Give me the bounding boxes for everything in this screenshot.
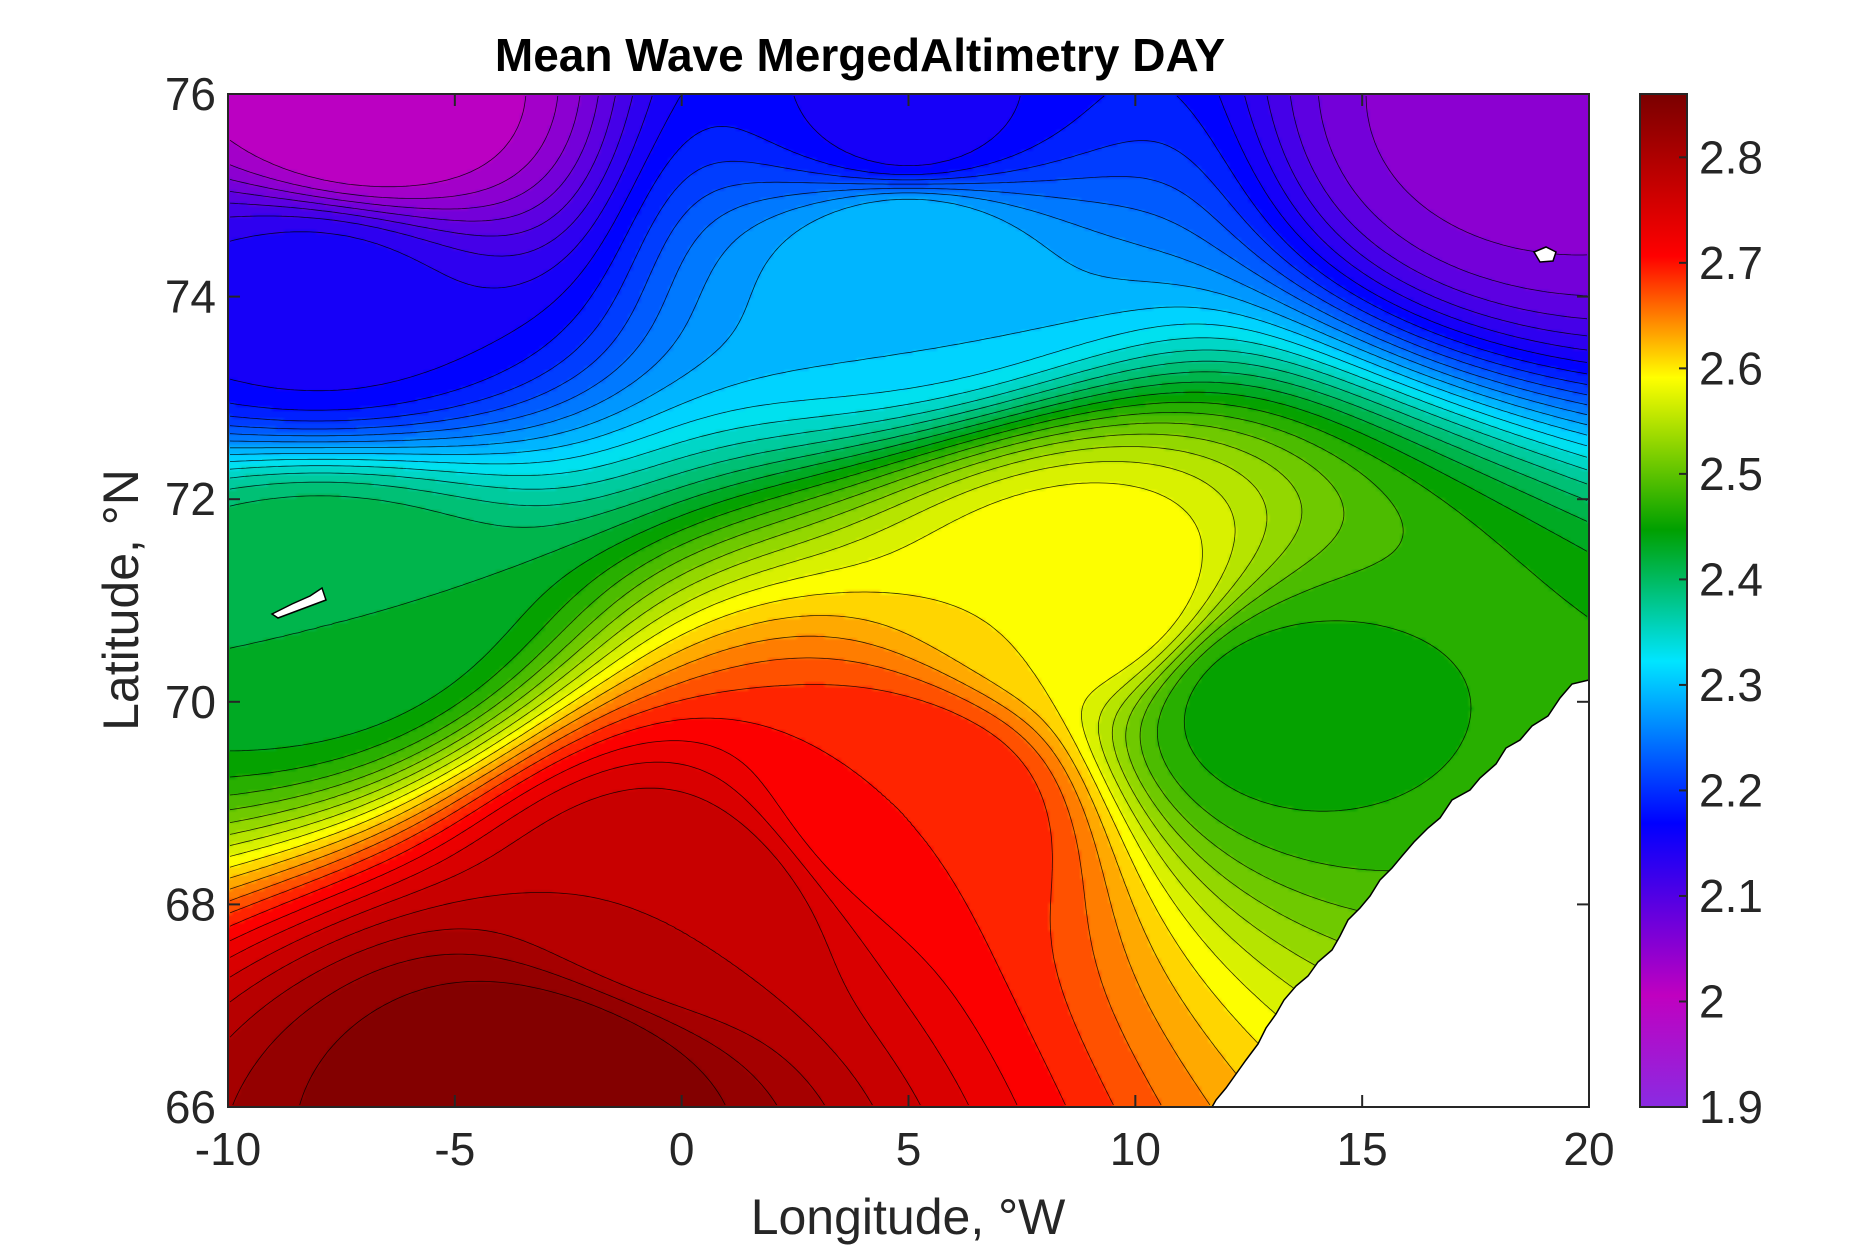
colorbar-tick-label: 2.2 (1699, 764, 1763, 816)
contour-line (229, 95, 559, 199)
contour-line (229, 337, 1588, 476)
contour-line (229, 591, 1321, 1106)
contour-line (230, 391, 1588, 752)
contour-line (229, 192, 1588, 443)
y-tick-label: 74 (165, 271, 216, 323)
island-jan-mayen (270, 586, 327, 619)
contour-line (229, 928, 825, 1106)
colorbar-tick-label: 2.3 (1699, 659, 1763, 711)
contour-line (229, 371, 1588, 528)
chart-title: Mean Wave MergedAltimetry DAY (495, 29, 1225, 81)
contour-line (229, 615, 1263, 1106)
colorbar-tick-label: 2.7 (1699, 237, 1763, 289)
x-tick-label: 5 (896, 1123, 922, 1175)
contour-line (230, 198, 1588, 449)
contour-line (229, 892, 873, 1106)
y-axis-label: Latitude, °N (93, 469, 149, 731)
colorbar (1639, 93, 1688, 1108)
contour-line (229, 95, 1588, 392)
contour-line (229, 95, 1588, 411)
contour-line (232, 953, 778, 1106)
contour-line (229, 349, 1588, 490)
x-tick-label: 0 (669, 1123, 695, 1175)
contour-line (229, 401, 1588, 812)
colorbar-tick-label: 2.6 (1699, 342, 1763, 394)
contour-line (229, 635, 1211, 1106)
colorbar-ticks: 1.9 2 2.1 2.2 2.3 2.4 2.5 2.6 2.7 2.8 (1679, 131, 1763, 1133)
contour-line (229, 306, 1588, 455)
norway-coast (1211, 679, 1589, 1107)
x-tick-label: -5 (434, 1123, 475, 1175)
contour-line (229, 95, 1588, 256)
contour-line (229, 323, 1588, 465)
contour-lines (229, 95, 1588, 1106)
contour-line (229, 360, 1588, 507)
contour-line (229, 482, 1392, 1106)
contour-line (229, 684, 1114, 1106)
x-tick-label: 10 (1110, 1123, 1161, 1175)
x-axis-label: Longitude, °W (751, 1189, 1066, 1245)
contour-line (229, 176, 1588, 430)
contour-line (229, 422, 1588, 932)
x-tick-label: 20 (1563, 1123, 1614, 1175)
colorbar-tick-label: 2.8 (1699, 131, 1763, 183)
contour-line (229, 761, 969, 1106)
contour-line (229, 95, 527, 188)
colorbar-tick-label: 2 (1699, 975, 1725, 1027)
x-tick-label: 15 (1337, 1123, 1388, 1175)
colorbar-tick-label: 1.9 (1699, 1081, 1763, 1133)
y-tick-label: 70 (165, 676, 216, 728)
contour-line (229, 95, 1588, 351)
contour-line (229, 717, 1066, 1106)
colorbar-tick-label: 2.1 (1699, 870, 1763, 922)
contour-line (229, 787, 921, 1106)
contour-line (229, 95, 1588, 297)
axis-ticks: -10 -5 0 5 10 15 20 66 68 70 72 74 76 (165, 68, 1615, 1175)
contour-line (229, 140, 1588, 422)
island-bear (1532, 246, 1557, 263)
y-tick-label: 68 (165, 878, 216, 930)
y-tick-label: 72 (165, 473, 216, 525)
colorbar-tick-label: 2.4 (1699, 553, 1763, 605)
contour-line (229, 95, 1588, 337)
contour-line (229, 412, 1588, 872)
plot-area (228, 94, 1589, 1107)
contour-line (229, 740, 1018, 1106)
y-tick-label: 76 (165, 68, 216, 120)
contour-line (229, 187, 1588, 437)
contour-line (229, 657, 1162, 1106)
x-tick-label: -10 (195, 1123, 261, 1175)
contour-line (229, 381, 1588, 649)
contour-line (229, 95, 1588, 320)
colorbar-tick-label: 2.5 (1699, 448, 1763, 500)
land-mask (270, 246, 1589, 1107)
contour-line (299, 980, 726, 1106)
y-tick-label: 66 (165, 1081, 216, 1133)
